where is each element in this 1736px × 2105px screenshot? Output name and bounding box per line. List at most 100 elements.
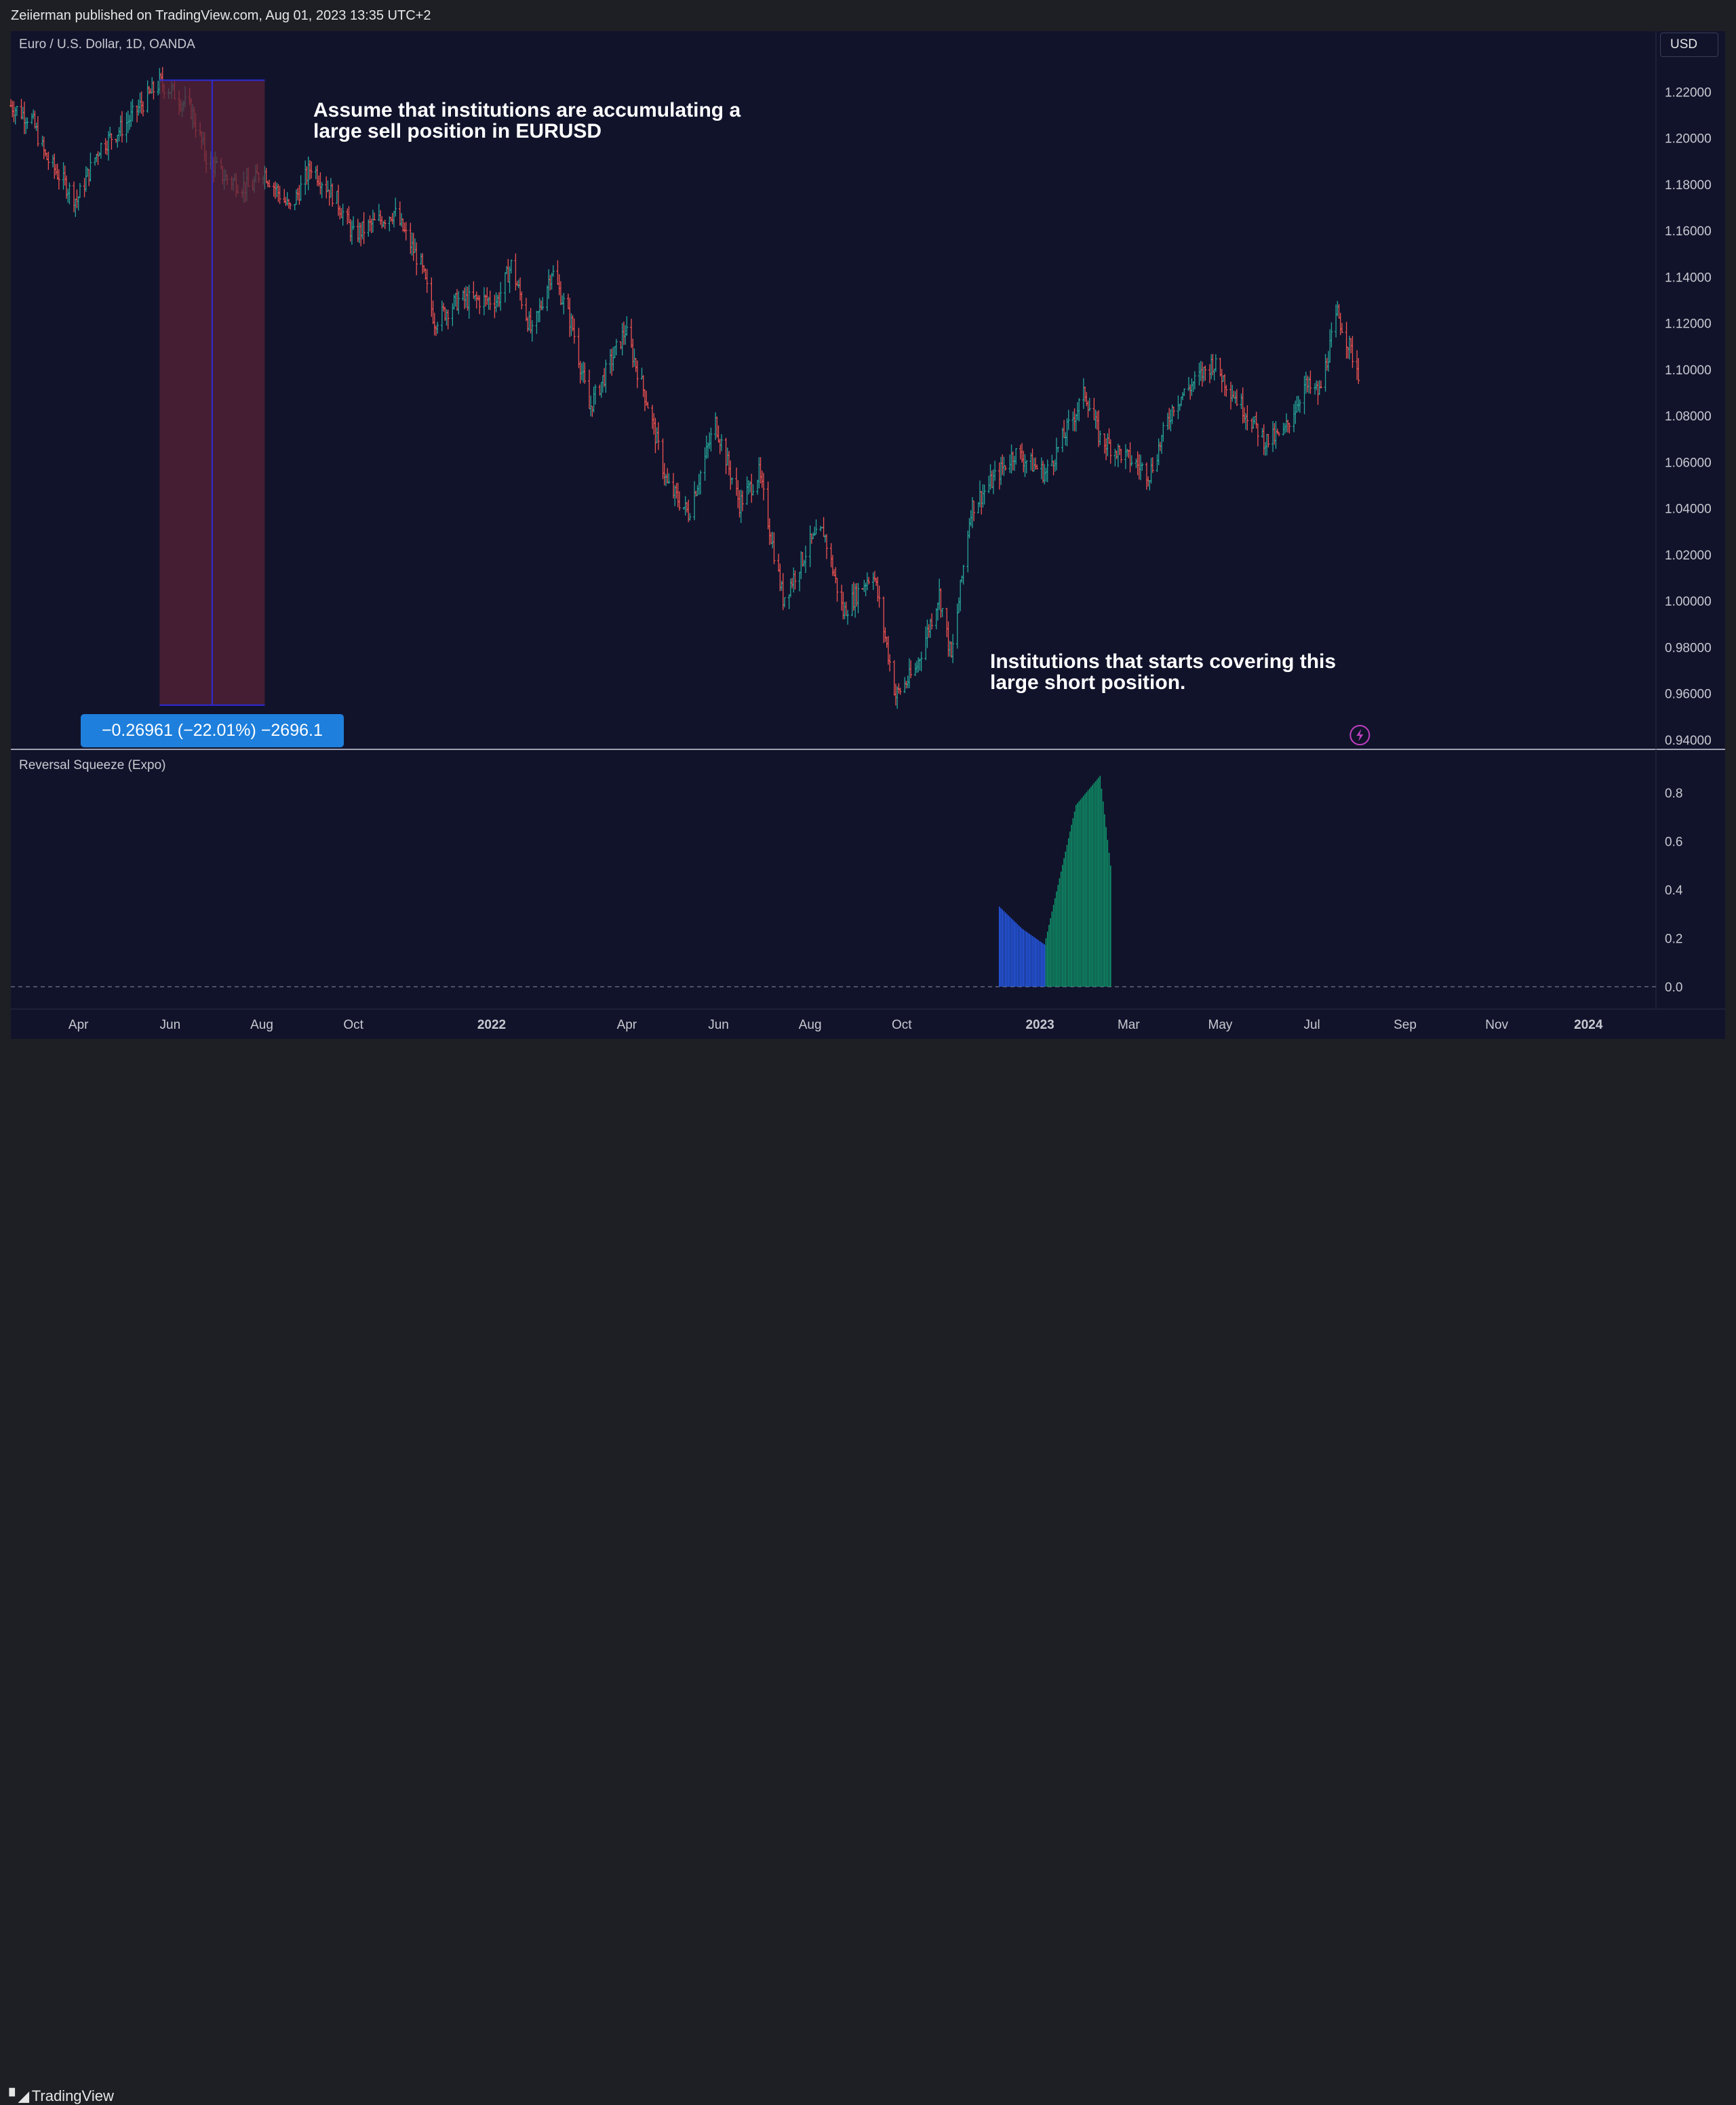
- ohlc-bar: [735, 467, 738, 496]
- ohlc-bar: [646, 401, 650, 409]
- ohlc-bar: [412, 233, 415, 261]
- ohlc-bar: [808, 525, 812, 568]
- ohlc-bar: [840, 585, 843, 611]
- ohlc-bar: [1000, 456, 1002, 486]
- ohlc-bar: [729, 460, 732, 490]
- annotation-accumulating-line2: large sell position in EURUSD: [313, 120, 602, 142]
- measure-result-label[interactable]: −0.26961 (−22.01%) −2696.1: [80, 714, 344, 747]
- tradingview-brand[interactable]: ▘◢ TradingView: [9, 2087, 114, 2105]
- ohlc-bar: [1151, 457, 1154, 473]
- ohlc-bar: [1194, 371, 1196, 390]
- ohlc-bar: [631, 338, 635, 368]
- axis-layer: 1.240001.220001.200001.180001.160001.140…: [68, 39, 1712, 1032]
- ohlc-bar: [393, 211, 395, 228]
- ohlc-bar: [403, 222, 406, 233]
- ohlc-bar: [834, 567, 837, 584]
- ohlc-bar: [1189, 384, 1191, 400]
- ohlc-bar: [747, 480, 750, 495]
- ohlc-bar: [1053, 459, 1057, 472]
- ohlc-bar: [1071, 411, 1075, 431]
- chart-svg[interactable]: 1.240001.220001.200001.180001.160001.140…: [0, 0, 1736, 1076]
- ohlc-bar: [1067, 410, 1070, 431]
- ohlc-bar: [636, 360, 639, 389]
- ohlc-bar: [619, 341, 623, 350]
- ohlc-bar: [1240, 393, 1243, 410]
- annotation-covering[interactable]: Institutions that starts covering this l…: [990, 651, 1336, 693]
- ohlc-bar: [536, 311, 540, 323]
- ohlc-bar: [456, 289, 458, 311]
- ohlc-bar: [514, 253, 517, 291]
- ohlc-bar: [1008, 454, 1012, 473]
- ohlc-bar: [843, 602, 846, 620]
- ohlc-bar: [676, 482, 679, 508]
- ohlc-bar: [505, 266, 508, 275]
- ohlc-bar: [972, 500, 975, 522]
- ohlc-bar: [77, 196, 80, 211]
- ohlc-bar: [1262, 424, 1265, 456]
- annotation-covering-line1: Institutions that starts covering this: [990, 650, 1337, 673]
- ohlc-bar: [1181, 392, 1184, 401]
- ohlc-bar: [293, 203, 296, 211]
- ohlc-bar: [362, 212, 366, 244]
- ohlc-bar: [104, 138, 107, 155]
- ohlc-bar: [924, 626, 928, 661]
- ohlc-bar: [1035, 464, 1039, 470]
- ohlc-bar: [612, 347, 615, 372]
- annotation-accumulating[interactable]: Assume that institutions are accumulatin…: [313, 100, 741, 142]
- ohlc-bar: [609, 349, 612, 374]
- ohlc-bar: [798, 572, 801, 591]
- ohlc-bar: [1166, 412, 1169, 431]
- ohlc-bar: [131, 99, 134, 122]
- ohlc-bar: [52, 155, 54, 168]
- ohlc-bar: [526, 317, 529, 332]
- footer: ▘◢ TradingView: [0, 1039, 1736, 2104]
- ohlc-bar: [151, 77, 154, 94]
- ohlc-bar: [929, 618, 932, 638]
- ohlc-bar: [885, 636, 888, 648]
- ohlc-bar: [1162, 422, 1165, 442]
- currency-button[interactable]: USD: [1660, 33, 1718, 57]
- ohlc-bar: [1117, 444, 1120, 467]
- ohlc-bar: [1265, 433, 1268, 456]
- ohlc-bar: [772, 532, 776, 564]
- ohlc-bar: [1139, 454, 1142, 481]
- ohlc-bar: [1099, 431, 1102, 446]
- ohlc-bar: [1180, 396, 1183, 407]
- annotation-accumulating-line1: Assume that institutions are accumulatin…: [313, 99, 741, 121]
- ohlc-bar: [63, 165, 66, 186]
- ohlc-bar: [993, 460, 996, 481]
- ohlc-bar: [810, 533, 813, 544]
- ohlc-bar: [436, 321, 439, 334]
- ohlc-bar: [791, 578, 793, 589]
- ohlc-bar: [1231, 385, 1234, 402]
- ohlc-bar: [1215, 354, 1217, 372]
- ohlc-bar: [1023, 454, 1027, 477]
- indicator-title[interactable]: Reversal Squeeze (Expo): [19, 758, 166, 772]
- ohlc-bar: [610, 348, 614, 376]
- ohlc-bar: [1276, 429, 1279, 435]
- ohlc-bar: [267, 180, 269, 188]
- ohlc-bar: [289, 202, 292, 210]
- ohlc-bar: [888, 654, 891, 672]
- ohlc-bar: [358, 222, 361, 243]
- ohlc-bar: [896, 686, 899, 709]
- ohlc-bar: [138, 92, 142, 113]
- ohlc-bar: [792, 567, 795, 593]
- ohlc-bar: [136, 105, 138, 123]
- ohlc-bar: [570, 313, 573, 336]
- ohlc-bar: [642, 375, 645, 397]
- ohlc-bar: [557, 274, 561, 296]
- ohlc-bar: [941, 608, 944, 617]
- ohlc-bar: [24, 117, 27, 134]
- price-tick-label: 1.10000: [1665, 363, 1712, 378]
- symbol-title[interactable]: Euro / U.S. Dollar, 1D, OANDA: [19, 37, 195, 52]
- ohlc-bar: [351, 220, 353, 245]
- ohlc-bar: [756, 479, 759, 495]
- ohlc-bar: [1106, 433, 1109, 456]
- ohlc-bar: [148, 85, 151, 95]
- ohlc-bar: [319, 172, 322, 195]
- ohlc-bar: [517, 279, 520, 288]
- ohlc-bar: [1136, 451, 1139, 475]
- ohlc-bar: [33, 111, 37, 129]
- ohlc-bar: [947, 621, 950, 657]
